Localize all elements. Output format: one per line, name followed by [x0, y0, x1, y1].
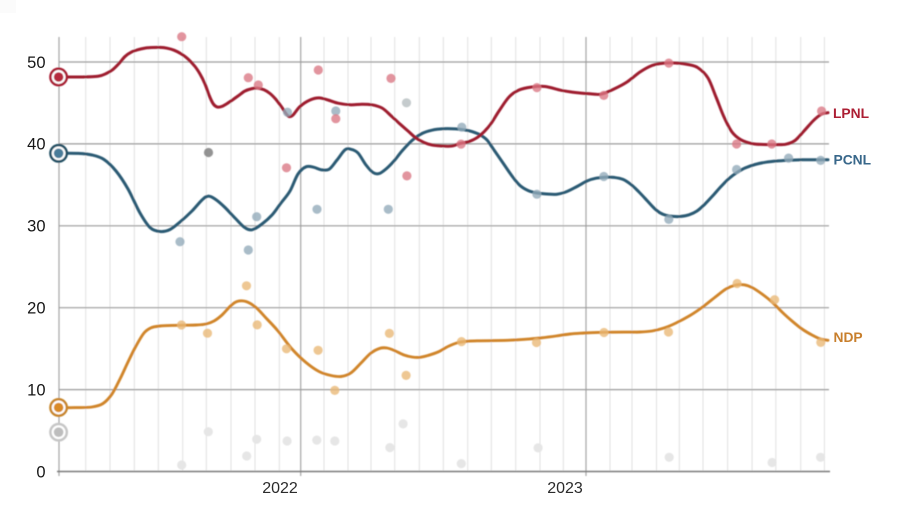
- svg-text:2022: 2022: [262, 480, 298, 497]
- svg-text:NDP: NDP: [834, 330, 863, 345]
- svg-text:30: 30: [27, 218, 45, 236]
- svg-text:40: 40: [27, 136, 45, 154]
- svg-text:0: 0: [36, 463, 45, 481]
- svg-text:20: 20: [27, 300, 45, 318]
- svg-text:2023: 2023: [547, 480, 583, 497]
- svg-text:LPNL: LPNL: [833, 106, 869, 121]
- svg-text:PCNL: PCNL: [834, 153, 872, 168]
- svg-text:50: 50: [27, 54, 45, 72]
- svg-text:10: 10: [27, 381, 45, 399]
